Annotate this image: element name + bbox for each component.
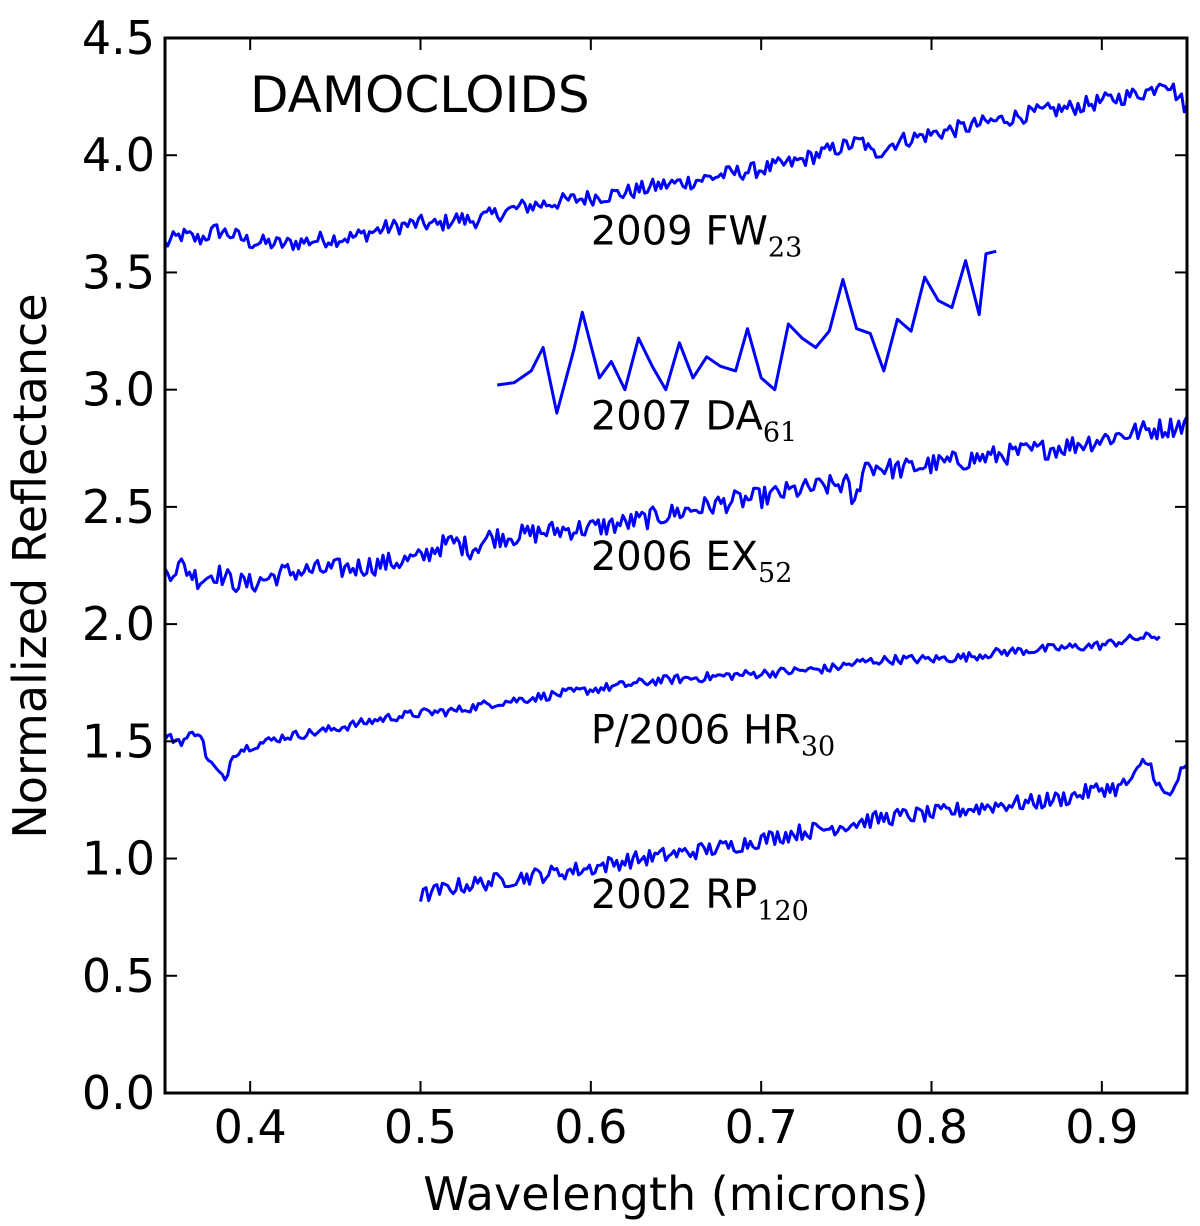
x-tick-label: 0.9 xyxy=(1065,1100,1138,1154)
series-line-3 xyxy=(165,631,1161,782)
series-label-main: 2007 DA xyxy=(591,394,764,440)
y-tick-label: 4.5 xyxy=(82,11,155,65)
series-label-main: 2009 FW xyxy=(591,208,768,254)
y-tick-label: 2.5 xyxy=(82,480,155,534)
series-label-4: 2002 RP120 xyxy=(591,872,809,927)
x-tick-label: 0.8 xyxy=(895,1100,968,1154)
y-tick-label: 3.5 xyxy=(82,245,155,299)
series-label-0: 2009 FW23 xyxy=(591,208,802,263)
series-label-main: P/2006 HR xyxy=(591,708,801,754)
y-tick-label: 3.0 xyxy=(82,363,155,417)
plot-frame xyxy=(163,36,1189,1095)
y-tick-label: 0.0 xyxy=(82,1066,155,1120)
series-label-1: 2007 DA61 xyxy=(591,394,797,449)
series-label-main: 2006 EX xyxy=(591,534,758,580)
x-tick-label: 0.5 xyxy=(384,1100,457,1154)
series-layer xyxy=(165,82,1187,903)
x-tick-label: 0.6 xyxy=(554,1100,627,1154)
series-label-subscript: 61 xyxy=(763,418,797,449)
y-tick-label: 0.5 xyxy=(82,949,155,1003)
chart-title: DAMOCLOIDS xyxy=(250,66,590,124)
series-labels: 2009 FW23 2007 DA61 2006 EX52 P/2006 HR30 20… xyxy=(591,208,835,926)
series-label-subscript: 120 xyxy=(757,896,809,927)
y-tick-label: 1.0 xyxy=(82,832,155,886)
series-label-subscript: 30 xyxy=(801,732,835,763)
series-line-1 xyxy=(496,249,997,415)
y-axis-title: Normalized Reflectance xyxy=(3,293,57,838)
series-label-3: P/2006 HR30 xyxy=(591,708,835,763)
series-line-0 xyxy=(165,82,1187,251)
series-label-main: 2002 RP xyxy=(591,872,757,918)
series-line-4 xyxy=(419,757,1187,903)
series-label-2: 2006 EX52 xyxy=(591,534,793,589)
y-tick-label: 4.0 xyxy=(82,128,155,182)
y-tick-label: 1.5 xyxy=(82,714,155,768)
series-label-subscript: 23 xyxy=(768,232,802,263)
y-tick-label: 2.0 xyxy=(82,597,155,651)
ticks-layer: 0.4 0.5 0.6 0.7 0.8 0.9 0.0 0.5 1.0 1.5 2.0 2.5 3.0 3… xyxy=(82,11,1187,1154)
x-tick-label: 0.4 xyxy=(214,1100,287,1154)
x-tick-label: 0.7 xyxy=(725,1100,798,1154)
x-axis-title: Wavelength (microns) xyxy=(423,1167,928,1221)
series-label-subscript: 52 xyxy=(758,558,792,589)
series-line-2 xyxy=(165,415,1187,593)
